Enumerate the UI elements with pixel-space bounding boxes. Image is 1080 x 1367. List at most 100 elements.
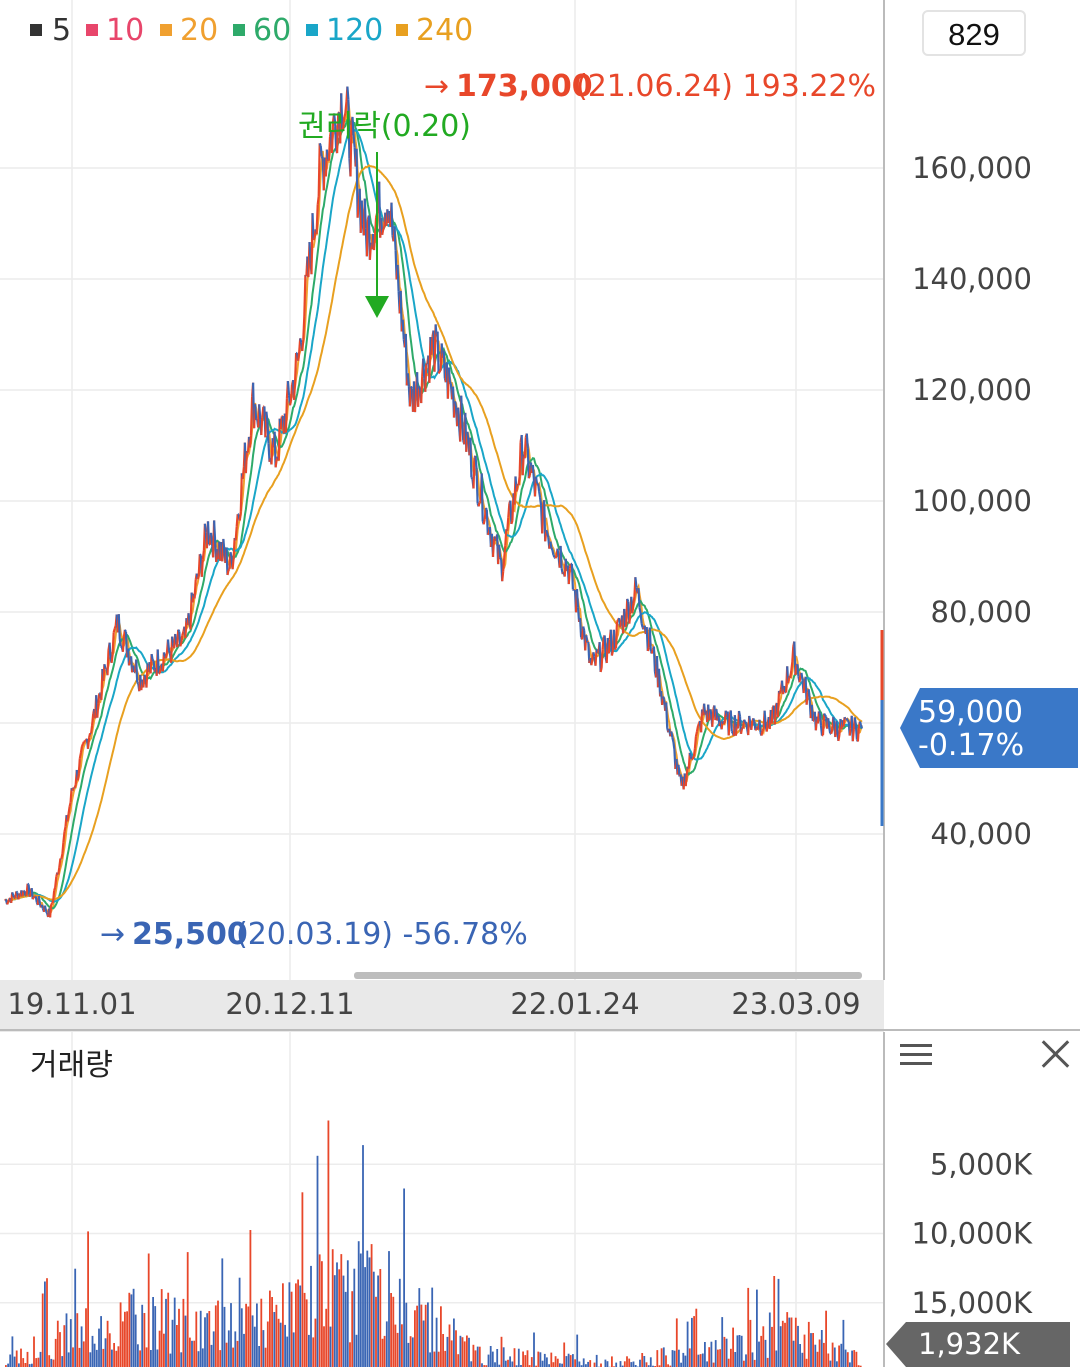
price-segment [187,613,191,622]
price-segment [360,200,364,225]
volume-bar [478,1346,481,1367]
price-segment [436,331,440,374]
last-volume-box [886,1322,1070,1367]
price-segment [286,381,291,396]
volume-bar [275,1304,278,1367]
candle-count-box[interactable]: 829 [922,10,1026,56]
price-segment [616,619,619,623]
price-segment [821,734,824,737]
volume-bar [717,1349,719,1367]
high-annotation: → 173,000 (21.06.24) 193.22% [424,69,876,104]
volume-bar [483,1365,486,1367]
price-segment [327,136,332,161]
price-segment [550,547,554,551]
price-segment [340,93,344,130]
price-segment [632,596,636,604]
volume-bar [580,1365,583,1367]
last-volume-marker: 1,932K [886,1322,1070,1367]
volume-bar [695,1308,698,1367]
price-segment [248,435,253,448]
legend-swatch-10 [86,24,98,36]
price-segment [158,672,161,675]
price-segment [821,713,826,736]
price-segment [744,721,748,724]
volume-bar [72,1347,74,1367]
volume-bar [9,1354,12,1367]
price-segment [688,752,692,757]
price-segment [50,902,53,906]
volume-bar [20,1348,22,1367]
high-price-label: 173,000 [456,69,593,104]
volume-bar [509,1356,511,1367]
volume-bar [256,1303,258,1367]
volume-bar [160,1289,163,1367]
date-tick-label: 19.11.01 [7,987,136,1021]
volume-bar [93,1343,96,1367]
volume-bar [37,1357,40,1367]
volume-bar [234,1331,237,1367]
price-segment [502,557,506,572]
volume-bar [688,1348,691,1367]
price-segment [61,842,65,854]
price-segment [330,122,335,154]
volume-bar [290,1291,293,1367]
price-segment [485,509,489,535]
volume-bar [632,1361,635,1367]
price-segment [117,614,121,640]
volume-bar [678,1349,680,1367]
volume-bar [556,1358,559,1367]
volume-bar [768,1312,771,1367]
volume-bar [530,1357,533,1367]
volume-bar [295,1283,297,1367]
volume-bar [734,1352,737,1367]
volume-bar [212,1331,215,1367]
price-segment [320,156,324,160]
volume-bar [59,1332,61,1367]
volume-bar [377,1275,379,1367]
volume-bar [424,1304,427,1367]
price-segment [612,629,616,650]
price-segment [118,639,122,647]
volume-bar [24,1363,27,1367]
volume-bar [790,1317,793,1367]
chart-scrollbar[interactable] [354,972,862,979]
volume-bar [799,1344,801,1367]
volume-bar [559,1363,561,1367]
price-segment [469,437,473,478]
close-icon[interactable] [1038,1036,1072,1070]
volume-bar [593,1362,596,1367]
menu-icon[interactable] [900,1040,932,1070]
volume-bar [284,1324,286,1367]
legend-label-10: 10 [106,13,144,48]
volume-bar [39,1351,42,1367]
volume-bar [855,1351,858,1367]
price-segment [51,900,55,904]
volume-bar [435,1317,438,1367]
price-segment [127,660,132,666]
volume-bar [106,1320,109,1367]
volume-bar [745,1354,747,1367]
volume-bar [775,1350,778,1367]
price-segment [80,743,84,747]
price-segment [745,723,749,730]
price-segment [113,625,117,629]
volume-bar [453,1318,455,1367]
volume-bar [303,1292,306,1367]
price-segment [689,755,693,760]
price-segment [274,459,278,468]
volume-bar [857,1365,860,1367]
price-segment [551,549,555,556]
price-segment [695,725,700,732]
price-segment [639,613,643,624]
price-segment [628,614,632,624]
volume-bar [184,1315,187,1367]
volume-bar [366,1250,369,1367]
volume-bar [108,1333,111,1367]
price-segment [517,476,521,486]
volume-bar [784,1322,786,1367]
volume-bar [807,1321,810,1367]
legend-label-240: 240 [416,13,473,48]
price-segment [827,718,831,728]
price-segment [509,500,513,524]
